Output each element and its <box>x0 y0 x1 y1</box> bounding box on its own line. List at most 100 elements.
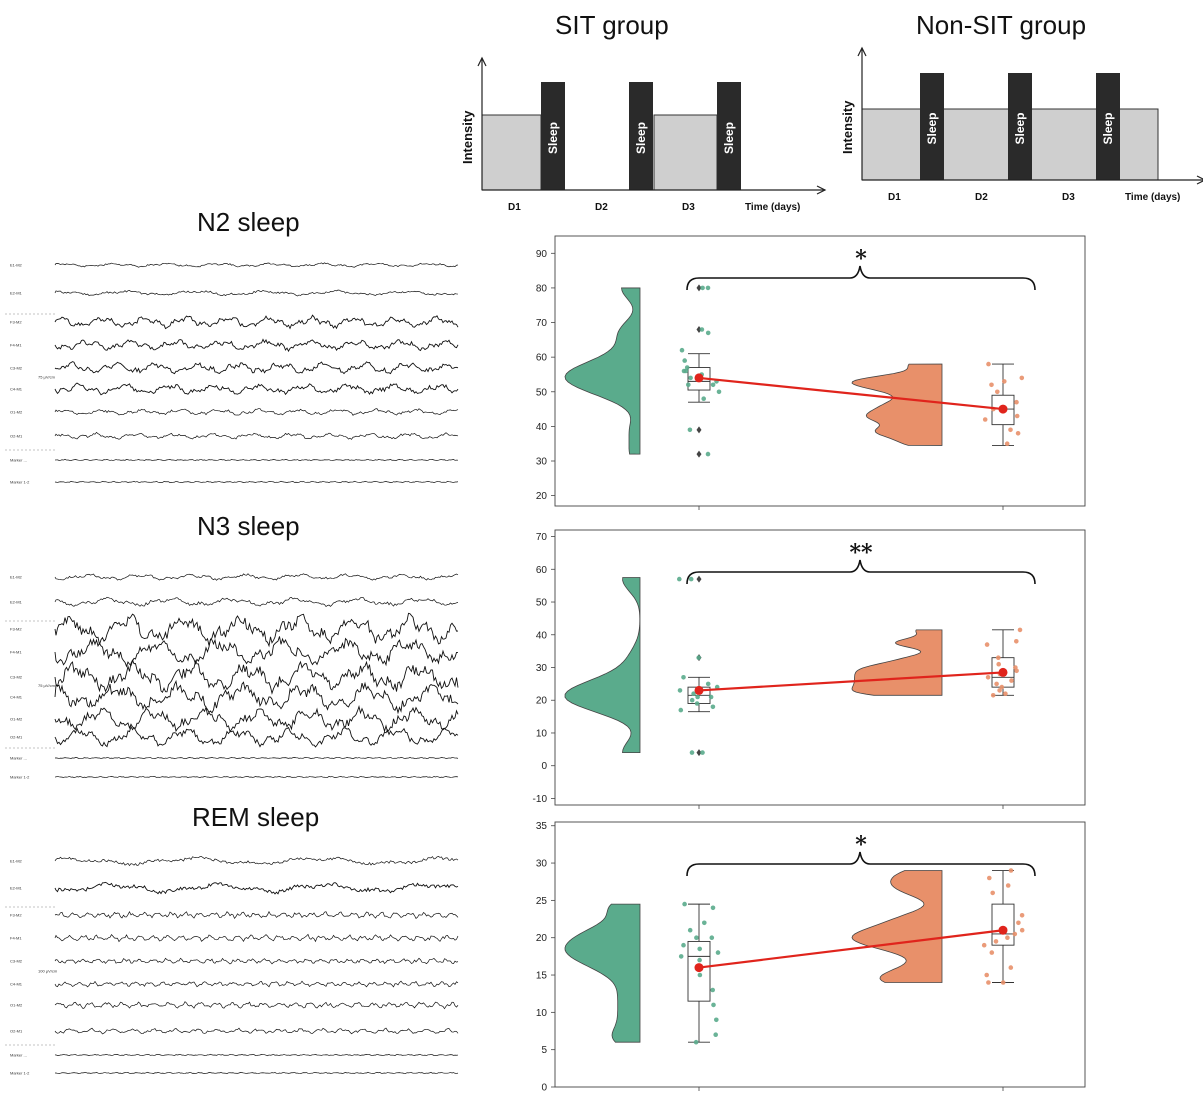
data-point <box>1003 691 1008 696</box>
data-point <box>1005 883 1011 888</box>
data-point <box>705 681 711 687</box>
sleep-bar <box>541 82 565 190</box>
group-mean-marker <box>998 925 1008 935</box>
mean-trend-line <box>698 671 1004 692</box>
eeg-trace <box>54 679 459 715</box>
y-tick-label: -10 <box>533 794 548 805</box>
y-tick-label: 10 <box>536 1008 548 1019</box>
data-point <box>981 942 987 948</box>
data-point <box>682 901 687 907</box>
significance-marker: * <box>855 246 867 272</box>
plot-frame <box>554 235 1086 507</box>
sleep-bar <box>920 73 944 180</box>
eeg-channel-label: O2-M1 <box>10 735 23 740</box>
group-mean-marker <box>998 404 1008 414</box>
eeg-trace <box>54 314 459 330</box>
data-point <box>1008 868 1014 873</box>
data-point <box>689 697 695 703</box>
data-point <box>681 942 686 948</box>
wake-intensity-area <box>653 114 718 191</box>
x-axis-arrow <box>1196 175 1203 185</box>
sleep-bar-label: Sleep <box>546 122 560 154</box>
eeg-trace <box>54 957 459 965</box>
significance-bracket <box>686 851 1036 877</box>
data-point <box>710 382 716 388</box>
data-point <box>1008 965 1014 970</box>
data-point <box>994 681 999 687</box>
eeg-channel-label: Marker 1-2 <box>10 775 30 780</box>
time-axis-label: Time (days) <box>1125 192 1180 203</box>
rem-sleep-title: REM sleep <box>192 802 320 832</box>
data-point <box>1004 441 1010 446</box>
density-cloud <box>851 363 943 446</box>
data-point <box>705 330 711 336</box>
data-point <box>691 691 696 696</box>
data-point <box>702 920 707 926</box>
y-tick-label: 60 <box>536 565 548 576</box>
eeg-channel-label: Marker ... <box>10 1053 27 1058</box>
data-point <box>688 375 693 381</box>
data-point <box>984 972 989 978</box>
y-tick-label: 0 <box>541 1083 547 1094</box>
data-point <box>715 950 721 955</box>
nonsit-schedule-diagram: Sleep Sleep Sleep Intensity D1 D2 D3 Time (days… <box>840 46 1203 203</box>
data-point <box>713 1032 718 1037</box>
data-point <box>984 642 990 647</box>
day-tick-label: D3 <box>682 202 695 213</box>
eeg-channel-label: E2-M1 <box>10 886 23 891</box>
group-mean-marker <box>998 667 1008 677</box>
eeg-channel-label: E2-M1 <box>10 291 23 296</box>
sleep-bar <box>717 82 741 190</box>
eeg-channel-label: Marker ... <box>10 458 27 463</box>
eeg-trace <box>54 1053 459 1057</box>
data-point <box>705 285 711 291</box>
eeg-channel-label: C3-M2 <box>10 959 23 964</box>
day-tick-label: D1 <box>888 192 901 203</box>
eeg-channel-label: F3-M2 <box>10 913 22 918</box>
data-point <box>687 927 693 933</box>
data-point <box>1008 427 1013 433</box>
iqr-box <box>991 903 1015 946</box>
data-point <box>710 704 716 710</box>
data-point <box>681 675 686 680</box>
day-tick-label: D1 <box>508 202 521 213</box>
eeg-channel-label: Marker 1-2 <box>10 1071 30 1076</box>
data-point <box>989 950 995 955</box>
data-point <box>1017 627 1023 633</box>
y-tick-label: 25 <box>536 896 548 907</box>
eeg-channel-label: C4-M1 <box>10 387 23 392</box>
data-point <box>999 684 1005 690</box>
sleep-bar-label: Sleep <box>1101 112 1115 144</box>
data-point <box>689 750 695 755</box>
intensity-axis-label: Intensity <box>460 110 475 164</box>
eeg-trace <box>54 431 459 440</box>
n2-raincloud-chart: 20 30 40 50 60 70 80 90 * <box>536 235 1086 510</box>
y-tick-label: 20 <box>536 696 548 707</box>
y-tick-label: 80 <box>536 283 548 294</box>
outlier-marker <box>696 450 702 458</box>
eeg-channel-label: E1-M2 <box>10 575 23 580</box>
eeg-scale-label: 75 µV/cm <box>38 375 56 380</box>
eeg-scale-label: 75 µV/cm <box>38 683 56 688</box>
mean-trend-line <box>698 376 1004 411</box>
day-tick-label: D2 <box>595 202 608 213</box>
y-axis-arrow <box>857 46 867 57</box>
data-point <box>701 396 706 401</box>
data-point <box>696 655 701 660</box>
data-point <box>697 946 702 952</box>
y-axis-arrow <box>477 56 487 67</box>
data-point <box>1002 379 1007 384</box>
eeg-trace <box>54 361 459 375</box>
data-point <box>694 935 699 940</box>
outlier-marker <box>696 575 702 583</box>
sleep-bar-label: Sleep <box>1013 112 1027 144</box>
eeg-channel-label: Marker ... <box>10 756 27 761</box>
eeg-channel-label: F3-M2 <box>10 627 22 632</box>
sleep-bar-label: Sleep <box>634 122 648 154</box>
n3-sleep-title: N3 sleep <box>197 511 300 541</box>
intensity-axis-label: Intensity <box>840 100 855 154</box>
data-point <box>1000 980 1006 985</box>
n3-raincloud-chart: -10 0 10 20 30 40 50 60 70 ** <box>533 529 1086 809</box>
eeg-trace <box>54 408 459 416</box>
eeg-trace <box>54 756 459 760</box>
